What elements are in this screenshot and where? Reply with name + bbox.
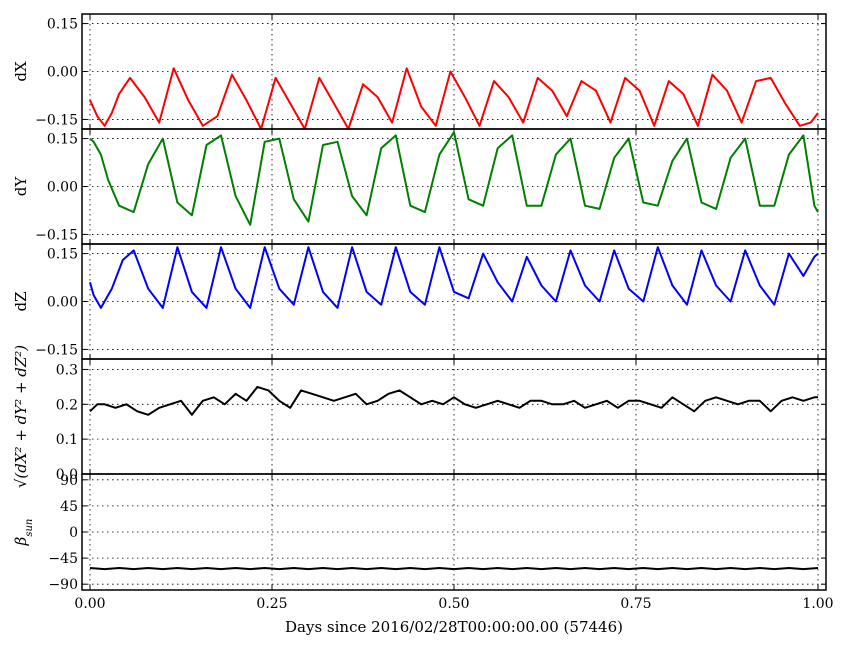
y-tick-label: −0.15: [35, 227, 78, 243]
y-tick-label: 0.15: [47, 132, 78, 148]
y-tick-label: 0.0: [56, 467, 78, 483]
series-line-dZ: [89, 246, 819, 309]
x-axis-label: Days since 2016/02/28T00:00:00.00 (57446…: [285, 618, 623, 636]
panel-frame: [81, 243, 827, 360]
x-tick-label: 0.25: [256, 596, 287, 612]
y-axis-label: dZ: [12, 291, 30, 311]
y-tick-label: 0: [69, 525, 78, 541]
y-axis-label: √(dX² + dY² + dZ²): [12, 345, 30, 488]
y-tick-label: 0.00: [47, 295, 78, 311]
y-tick-label: 90: [60, 473, 78, 489]
x-tick-label: 0.75: [620, 596, 651, 612]
series-line-dX: [89, 67, 819, 129]
panel-dX: −0.15 0.00 0.15 dX: [12, 13, 827, 130]
panel-dY: −0.15 0.00 0.15 dY: [12, 128, 827, 245]
y-tick-label: 0.00: [47, 65, 78, 81]
x-tick-label: 1.00: [802, 596, 833, 612]
panel-dZ: −0.15 0.00 0.15 dZ: [12, 243, 827, 360]
series-line-mag: [89, 385, 818, 416]
y-axis-label: dY: [12, 176, 30, 197]
panel-beta: −90 −45 0 45 90 βsun: [12, 473, 827, 593]
y-tick-label: 0.15: [47, 247, 78, 263]
y-axis-label: dX: [12, 61, 30, 82]
y-tick-label: 0.00: [47, 180, 78, 196]
x-tick-label: 0.50: [438, 596, 469, 612]
y-tick-label: 45: [60, 499, 78, 515]
y-axis-label-subscript: sun: [24, 519, 35, 537]
panel-mag: 0.0 0.1 0.2 0.3 √(dX² + dY² + dZ²): [12, 345, 827, 488]
panel-frame: [81, 473, 827, 591]
y-tick-label: 0.1: [56, 432, 78, 448]
series-line-beta: [89, 567, 819, 571]
series-line-dY: [89, 131, 819, 226]
y-tick-label: −90: [48, 577, 78, 593]
panel-frame: [81, 358, 827, 475]
y-axis-label: βsun: [12, 519, 35, 547]
x-tick-label: 0.00: [74, 596, 105, 612]
y-tick-label: −0.15: [35, 112, 78, 128]
panel-frame: [81, 13, 827, 130]
y-tick-label: 0.15: [47, 17, 78, 33]
y-tick-label: 0.2: [56, 397, 78, 413]
y-tick-label: 0.3: [56, 362, 78, 378]
y-tick-label: −45: [48, 551, 78, 567]
panel-frame: [81, 128, 827, 245]
y-tick-label: −0.15: [35, 342, 78, 358]
